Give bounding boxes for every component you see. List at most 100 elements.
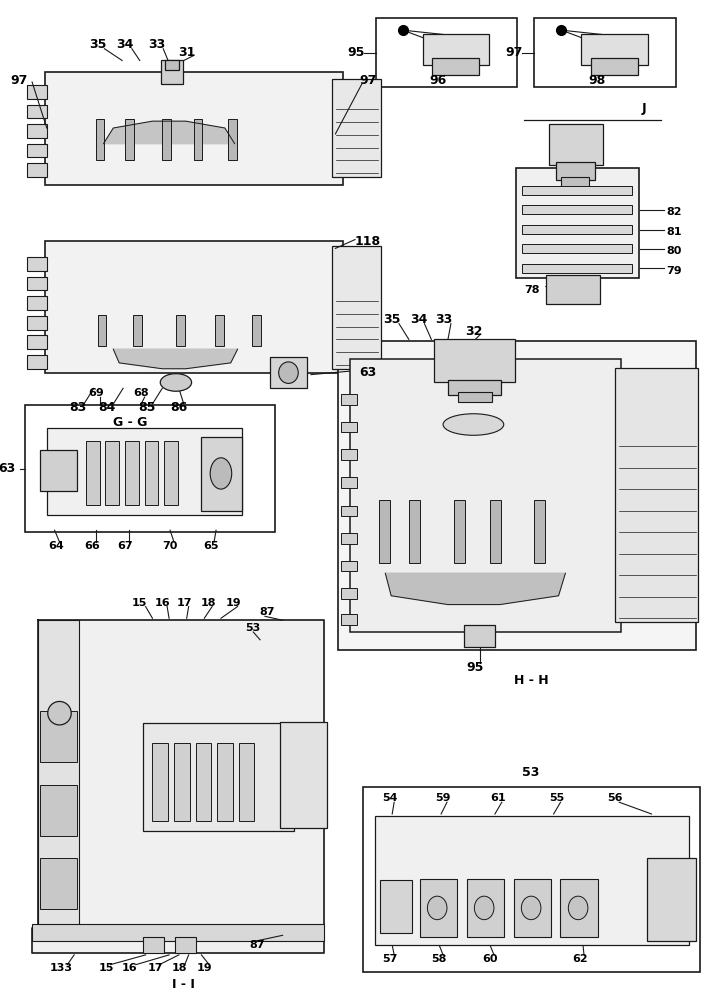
- Bar: [464, 625, 495, 647]
- Bar: [591, 58, 638, 75]
- Text: 17: 17: [177, 598, 192, 608]
- Polygon shape: [385, 573, 565, 605]
- Text: 18: 18: [172, 963, 188, 973]
- Bar: [341, 533, 357, 544]
- Bar: [133, 315, 142, 346]
- Text: 53: 53: [523, 766, 540, 779]
- Bar: [374, 816, 689, 945]
- Bar: [252, 315, 261, 346]
- Bar: [522, 186, 632, 195]
- Bar: [516, 168, 639, 278]
- Text: 95: 95: [347, 46, 364, 59]
- Bar: [379, 500, 390, 563]
- Text: 79: 79: [666, 266, 682, 276]
- Bar: [86, 441, 99, 505]
- Bar: [40, 858, 77, 909]
- Bar: [215, 315, 224, 346]
- Bar: [454, 500, 464, 563]
- Polygon shape: [32, 620, 324, 953]
- Text: 32: 32: [464, 325, 482, 338]
- Text: 16: 16: [122, 963, 138, 973]
- Ellipse shape: [161, 374, 192, 391]
- Text: 80: 80: [666, 246, 682, 256]
- Bar: [143, 937, 164, 953]
- Bar: [341, 394, 357, 405]
- Text: G - G: G - G: [113, 416, 147, 429]
- Ellipse shape: [521, 896, 541, 920]
- Text: 55: 55: [549, 793, 564, 803]
- Bar: [546, 275, 600, 304]
- Bar: [217, 743, 233, 821]
- Text: 84: 84: [99, 401, 116, 414]
- Bar: [434, 339, 515, 382]
- Bar: [228, 119, 237, 160]
- Bar: [174, 743, 189, 821]
- Text: 57: 57: [382, 954, 398, 964]
- Bar: [522, 264, 632, 273]
- Bar: [47, 428, 243, 515]
- Text: 31: 31: [178, 46, 195, 59]
- Text: 19: 19: [197, 963, 212, 973]
- Bar: [161, 60, 183, 84]
- Bar: [420, 879, 456, 937]
- Text: 53: 53: [246, 623, 261, 633]
- Text: 63: 63: [0, 462, 15, 475]
- Bar: [270, 357, 307, 388]
- Bar: [238, 743, 254, 821]
- Bar: [333, 79, 382, 177]
- Text: 18: 18: [200, 598, 216, 608]
- Bar: [194, 119, 202, 160]
- Bar: [202, 437, 243, 511]
- Bar: [40, 450, 77, 491]
- Bar: [467, 879, 504, 937]
- Text: 59: 59: [436, 793, 451, 803]
- Bar: [27, 296, 47, 310]
- Bar: [448, 380, 501, 395]
- Text: 33: 33: [436, 313, 453, 326]
- Text: 60: 60: [482, 954, 498, 964]
- Bar: [562, 177, 589, 187]
- Bar: [338, 341, 696, 650]
- Bar: [162, 119, 171, 160]
- Bar: [27, 144, 47, 157]
- Text: 95: 95: [467, 661, 484, 674]
- Ellipse shape: [210, 458, 232, 489]
- Bar: [560, 879, 598, 937]
- Text: 85: 85: [138, 401, 156, 414]
- Bar: [647, 858, 696, 941]
- Bar: [27, 105, 47, 118]
- Bar: [27, 163, 47, 177]
- Text: 118: 118: [355, 235, 381, 248]
- Bar: [513, 879, 551, 937]
- Bar: [341, 449, 357, 460]
- Bar: [279, 722, 327, 828]
- Bar: [341, 614, 357, 625]
- Bar: [25, 405, 275, 532]
- Bar: [556, 162, 595, 180]
- Text: 69: 69: [88, 388, 104, 398]
- Polygon shape: [104, 121, 235, 144]
- Text: 86: 86: [170, 401, 187, 414]
- Text: 15: 15: [99, 963, 114, 973]
- Bar: [153, 743, 168, 821]
- Text: 67: 67: [117, 541, 133, 551]
- Text: 17: 17: [148, 963, 163, 973]
- Bar: [341, 477, 357, 488]
- Bar: [38, 620, 79, 928]
- Bar: [40, 711, 77, 762]
- Bar: [534, 500, 545, 563]
- Ellipse shape: [443, 414, 504, 435]
- Polygon shape: [113, 349, 238, 369]
- Bar: [45, 72, 343, 185]
- Text: J: J: [642, 102, 646, 115]
- Bar: [333, 246, 382, 369]
- Text: 34: 34: [117, 38, 134, 51]
- Bar: [27, 124, 47, 138]
- Text: 64: 64: [49, 541, 64, 551]
- Text: 61: 61: [490, 793, 505, 803]
- Text: 63: 63: [359, 366, 377, 379]
- Text: 35: 35: [89, 38, 107, 51]
- Text: 87: 87: [249, 940, 265, 950]
- Bar: [350, 359, 621, 632]
- Bar: [616, 368, 698, 622]
